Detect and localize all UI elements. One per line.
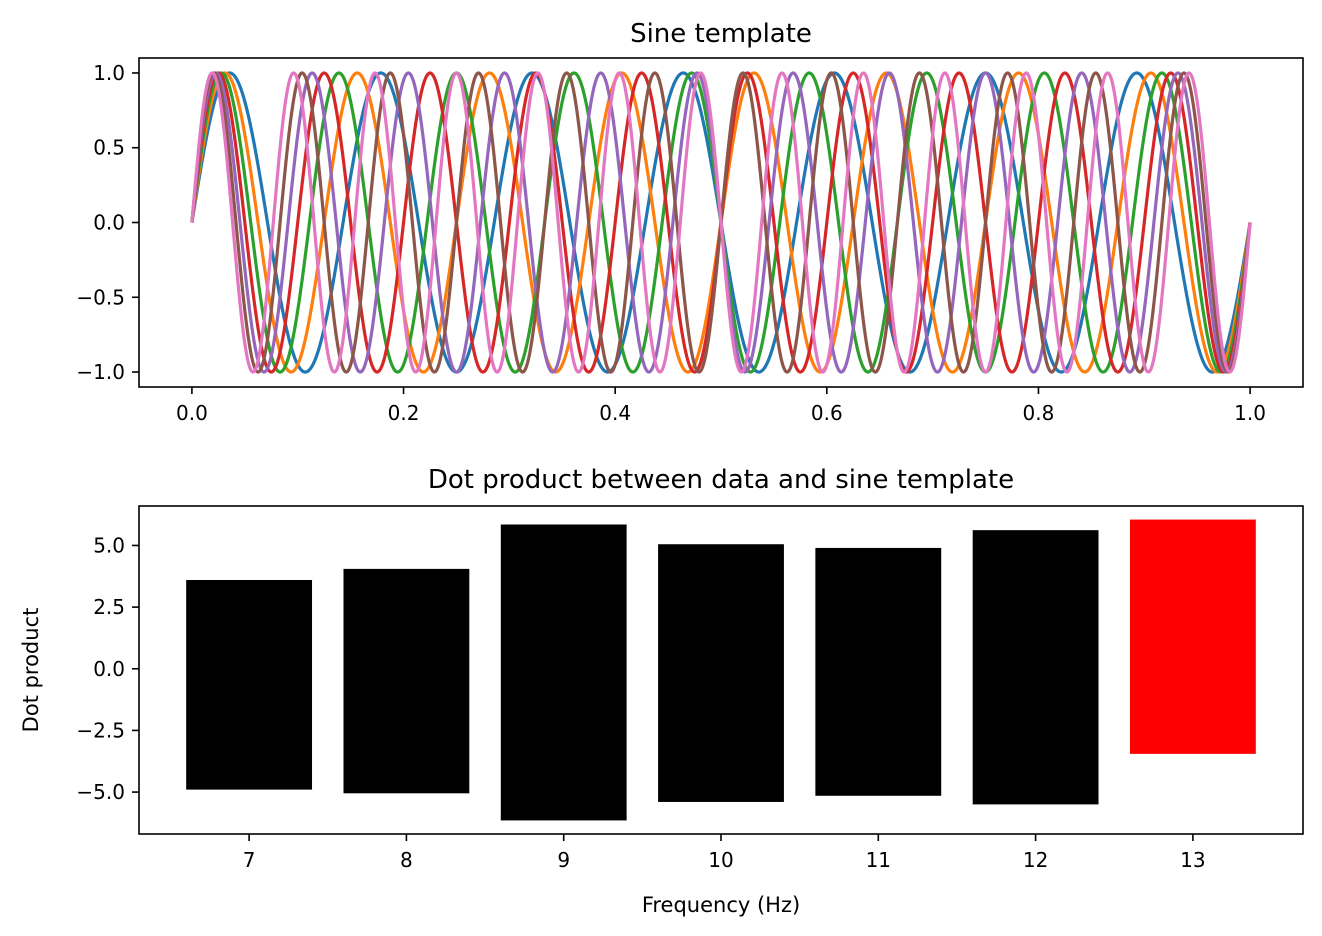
bar-11hz (815, 547, 942, 796)
sine-x-tick-label: 0.4 (599, 401, 631, 425)
bar-x-tick-label: 13 (1180, 848, 1205, 872)
sine-y-tick-label: 1.0 (93, 61, 125, 85)
sine-x-tick-label: 1.0 (1234, 401, 1266, 425)
bar-ticks: 7 8 9 10 11 12 13 5.0 2.5 0.0 −2.5 −5.0 (76, 533, 1205, 872)
bar-plot-frame (138, 505, 1304, 835)
bar-y-tick-label: 5.0 (93, 533, 125, 557)
bar-8hz (343, 568, 470, 794)
bar-x-tick-label: 9 (557, 848, 570, 872)
bar-chart-xlabel: Frequency (Hz) (642, 893, 800, 917)
sine-lines (190, 71, 1252, 374)
bar-chart-ylabel: Dot product (19, 608, 43, 733)
sine-y-tick-label: −1.0 (76, 360, 125, 384)
sine-template-chart: Sine template 0.0 0.2 0.4 0.6 0.8 1.01.00.50.… (76, 19, 1304, 425)
bar-13hz (1129, 519, 1256, 754)
dot-product-chart: Dot product between data and sine templa… (19, 465, 1304, 917)
bar-9hz (500, 524, 627, 821)
bar-y-tick-label: −2.5 (76, 718, 125, 742)
sine-y-tick-label: −0.5 (76, 285, 125, 309)
sine-line-13hz (190, 71, 1252, 374)
bar-y-tick-label: 2.5 (93, 595, 125, 619)
sine-y-tick-label: 0.0 (93, 211, 125, 235)
sine-x-tick-label: 0.0 (176, 401, 208, 425)
bar-x-tick-label: 11 (866, 848, 891, 872)
dot-product-bars (186, 519, 1256, 821)
sine-y-tick-label: 0.5 (93, 136, 125, 160)
bar-x-tick-label: 10 (708, 848, 733, 872)
sine-x-tick-label: 0.6 (811, 401, 843, 425)
bar-x-tick-label: 8 (400, 848, 413, 872)
bar-x-tick-label: 12 (1023, 848, 1048, 872)
sine-chart-title: Sine template (630, 19, 812, 49)
bar-7hz (186, 579, 313, 790)
bar-y-tick-label: −5.0 (76, 780, 125, 804)
bar-12hz (972, 530, 1099, 805)
bar-x-tick-label: 7 (243, 848, 256, 872)
sine-x-tick-label: 0.8 (1023, 401, 1055, 425)
sine-plot-clip (190, 71, 1252, 374)
bar-y-tick-label: 0.0 (93, 657, 125, 681)
sine-x-tick-label: 0.2 (388, 401, 420, 425)
bar-10hz (658, 544, 784, 802)
bar-chart-title: Dot product between data and sine templa… (428, 465, 1014, 495)
sine-plot-frame (138, 57, 1304, 388)
sine-ticks: 0.0 0.2 0.4 0.6 0.8 1.0 1.0 0.5 0.0 −0.5 −1.0 (76, 61, 1266, 425)
